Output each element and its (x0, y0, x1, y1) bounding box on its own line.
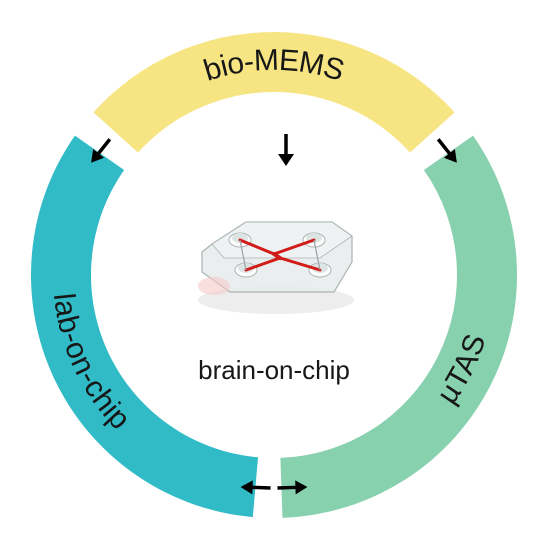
center-label: brain-on-chip (198, 355, 350, 386)
chip-illustration (184, 200, 364, 320)
arc-segment-1 (280, 136, 517, 518)
diagram-container: bio-MEMSµTASlab-on-chip brain-on-chip (24, 25, 524, 525)
